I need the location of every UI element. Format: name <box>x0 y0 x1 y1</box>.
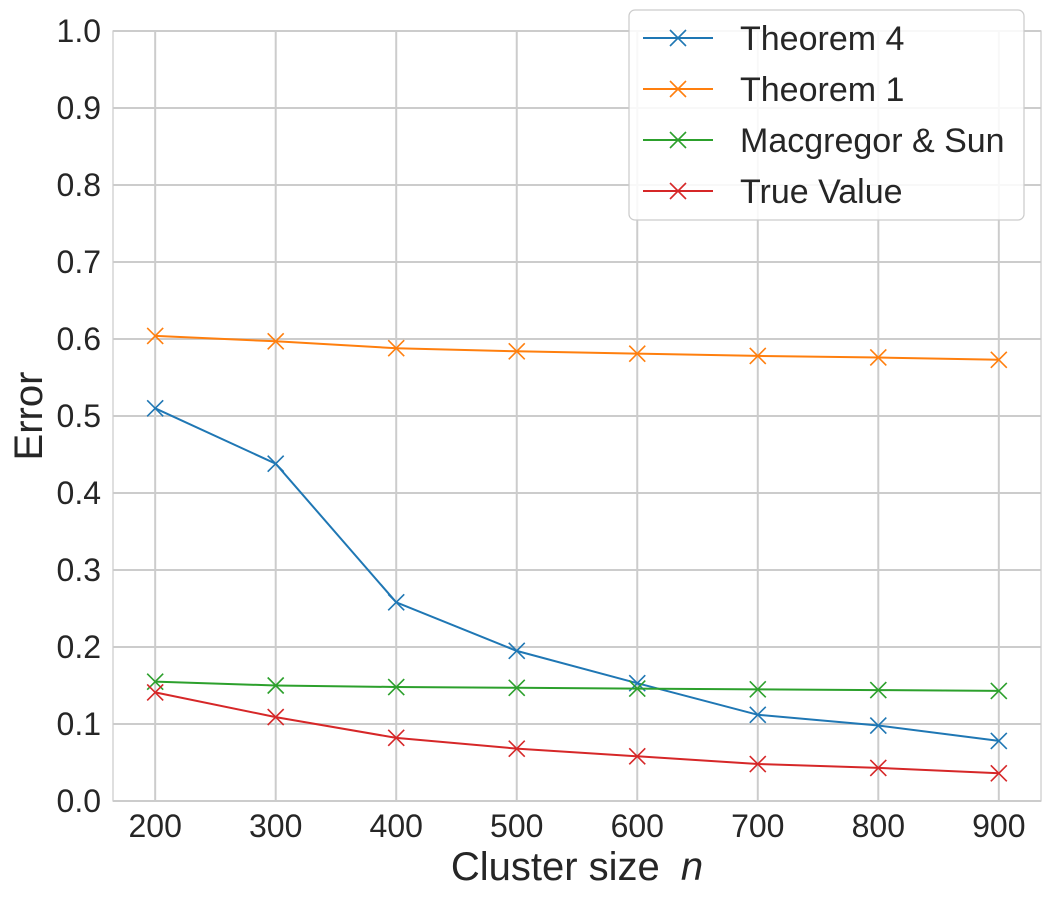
data-point-marker <box>749 680 767 698</box>
data-point-marker <box>508 642 526 660</box>
legend-box <box>628 9 1025 221</box>
y-tick-label: 0.7 <box>57 244 101 280</box>
legend: Theorem 4 Theorem 1 Macgregor & Sun True Va… <box>628 9 1025 221</box>
data-point-marker <box>749 706 767 724</box>
y-tick-label: 0.4 <box>57 475 101 511</box>
data-point-marker <box>146 399 164 417</box>
x-axis-label-text: Cluster size <box>451 845 660 889</box>
data-point-marker <box>508 740 526 758</box>
legend-marker <box>669 29 687 47</box>
plot-frame <box>112 30 1042 802</box>
legend-item: True Value <box>643 173 903 211</box>
y-tick-label: 0.6 <box>57 321 101 357</box>
data-point-marker <box>990 764 1008 782</box>
data-point-marker <box>990 351 1008 369</box>
data-point-marker <box>749 755 767 773</box>
data-point-marker <box>267 332 285 350</box>
x-axis-label-var: n <box>681 845 703 889</box>
data-point-marker <box>267 708 285 726</box>
y-tick-label: 0.3 <box>57 552 101 588</box>
data-point-marker <box>387 339 405 357</box>
y-tick-label: 0.1 <box>57 706 101 742</box>
legend-marker <box>669 80 687 98</box>
data-point-marker <box>387 593 405 611</box>
data-point-marker <box>508 679 526 697</box>
legend-marker <box>669 131 687 149</box>
y-tick-label: 0.0 <box>57 783 101 819</box>
x-tick-label: 500 <box>490 808 543 844</box>
data-point-marker <box>387 729 405 747</box>
x-axis-label: Cluster size n <box>451 845 703 889</box>
legend-item: Macgregor & Sun <box>643 122 1005 160</box>
data-point-marker <box>387 678 405 696</box>
x-tick-label: 900 <box>972 808 1025 844</box>
series-line <box>154 691 999 775</box>
x-tick-labels: 200 300 400 500 600 700 800 900 <box>128 808 1025 844</box>
data-point-marker <box>508 342 526 360</box>
data-point-marker <box>869 759 887 777</box>
data-point-marker <box>869 681 887 699</box>
data-point-marker <box>749 347 767 365</box>
x-tick-label: 200 <box>128 808 181 844</box>
data-point-marker <box>990 682 1008 700</box>
y-tick-label: 0.9 <box>57 90 101 126</box>
x-tick-label: 800 <box>852 808 905 844</box>
y-axis-label: Error <box>7 372 51 461</box>
legend-item: Theorem 1 <box>643 71 904 109</box>
series-line <box>155 334 999 361</box>
x-tick-label: 700 <box>731 808 784 844</box>
series-line <box>155 680 999 692</box>
legend-marker <box>669 182 687 200</box>
legend-label: True Value <box>740 173 903 211</box>
data-point-marker <box>267 455 285 473</box>
x-tick-label: 400 <box>370 808 423 844</box>
data-point-marker <box>267 676 285 695</box>
legend-item: Theorem 4 <box>643 20 904 58</box>
data-point-marker <box>628 345 646 363</box>
data-point-marker <box>146 683 164 701</box>
x-tick-label: 300 <box>249 808 302 844</box>
y-tick-label: 1.0 <box>57 13 101 49</box>
y-tick-label: 0.5 <box>57 398 101 434</box>
data-point-marker <box>869 716 887 735</box>
data-point-marker <box>628 680 646 698</box>
y-tick-label: 0.2 <box>57 629 101 665</box>
data-point-marker <box>990 732 1008 750</box>
legend-label: Theorem 1 <box>740 71 904 109</box>
series-layer <box>146 327 1008 782</box>
y-tick-labels: 0.0 0.1 0.2 0.3 0.4 0.5 0.6 0.7 0.8 0.9 1.0 <box>57 13 101 819</box>
series-3 <box>146 683 1008 782</box>
x-tick-label: 600 <box>611 808 664 844</box>
series-1 <box>146 327 1008 369</box>
data-point-marker <box>869 348 887 367</box>
legend-label: Macgregor & Sun <box>740 122 1005 160</box>
y-tick-label: 0.8 <box>57 167 101 203</box>
legend-label: Theorem 4 <box>740 20 904 58</box>
data-point-marker <box>146 327 164 345</box>
data-point-marker <box>628 747 646 765</box>
series-line <box>154 407 999 742</box>
